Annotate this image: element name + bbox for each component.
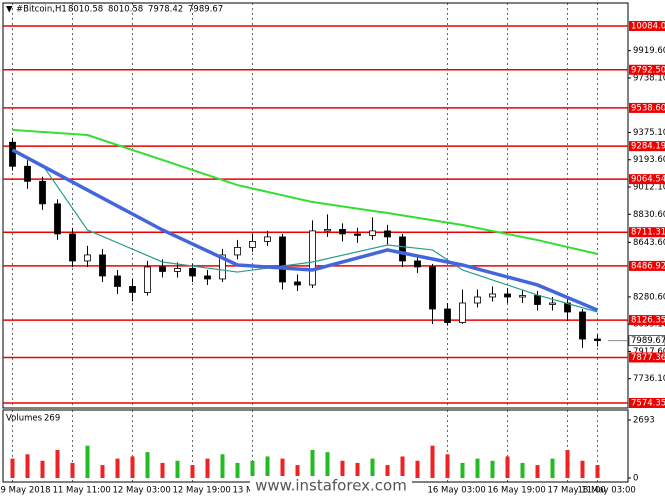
x-tick-label: 12 May 19:00 <box>173 486 231 496</box>
level-label-bg <box>629 260 665 271</box>
level-label: 8486.92 <box>631 261 665 271</box>
y-tick-label: 8280.60 <box>633 292 665 302</box>
candle-body <box>144 266 151 293</box>
x-tick-label: 16 May 19:00 <box>488 486 546 496</box>
level-label: 7877.36 <box>631 353 665 363</box>
candle-body <box>504 293 511 298</box>
candle-body <box>249 241 256 248</box>
moving-average <box>12 128 598 255</box>
candle-body <box>324 228 331 232</box>
candle-body <box>339 228 346 235</box>
moving-average <box>11 148 599 312</box>
price-panel <box>2 2 629 409</box>
candle-body <box>84 254 91 262</box>
candle-body <box>234 247 241 256</box>
x-tick-label: 12 May 03:00 <box>113 486 171 496</box>
level-label: 9284.19 <box>631 142 665 152</box>
candle-body <box>369 230 376 236</box>
last-price-bg <box>628 335 665 346</box>
candle-body <box>399 236 406 262</box>
candle-body <box>474 296 481 304</box>
level-label: 8126.35 <box>631 316 665 326</box>
level-label: 7574.35 <box>631 398 665 408</box>
y-tick-label: 9012.10 <box>633 183 665 193</box>
moving-average <box>12 149 598 313</box>
candle-body <box>24 165 31 182</box>
quote-value: 8010.58 <box>68 5 103 15</box>
quote-value: 7978.42 <box>148 5 183 15</box>
level-label: 9792.50 <box>631 65 665 75</box>
x-tick-label: 11 May 11:00 <box>53 486 111 496</box>
level-label-bg <box>629 352 665 363</box>
candle-body <box>294 281 301 286</box>
level-label: 10084.01 <box>631 21 665 31</box>
candle-body <box>189 268 196 277</box>
candle-body <box>534 295 541 305</box>
candle-body <box>414 260 421 268</box>
candle-body <box>579 311 586 340</box>
chart-title: #Bitcoin,H1 <box>16 5 67 15</box>
volume-tick-label: 0 <box>633 474 638 484</box>
candle-body <box>114 275 121 287</box>
volume-last: 269 <box>44 414 60 424</box>
level-label: 8711.31 <box>631 228 665 238</box>
candle-body <box>459 302 466 323</box>
candle-body <box>54 203 61 235</box>
y-tick-label: 9919.60 <box>633 46 665 56</box>
x-tick-label: 16 May 03:00 <box>428 486 486 496</box>
level-label-bg <box>629 141 665 152</box>
level-label-bg <box>629 20 665 31</box>
level-label-bg <box>629 397 665 408</box>
y-tick-label: 9193.60 <box>633 155 665 165</box>
candle-body <box>519 295 526 298</box>
y-tick-label: 8830.60 <box>633 210 665 220</box>
candle-body <box>384 230 391 238</box>
level-label: 9064.54 <box>631 175 665 185</box>
candle-body <box>204 275 211 280</box>
level-label: 9538.60 <box>631 103 665 113</box>
candle-body <box>99 254 106 277</box>
candle-body <box>354 233 361 236</box>
candle-body <box>594 338 601 341</box>
level-label-bg <box>629 227 665 238</box>
y-tick-label: 8643.60 <box>633 238 665 248</box>
candle-body <box>174 268 181 272</box>
candle-body <box>219 254 226 280</box>
candle-body <box>279 236 286 283</box>
candle-body <box>69 233 76 262</box>
candle-body <box>39 180 46 205</box>
x-tick-label: 9 May 2018 <box>1 486 51 496</box>
candle-body <box>264 236 271 242</box>
symbol-arrow: ▼ <box>6 5 13 15</box>
x-tick-label: 17 May 11:00 <box>548 486 606 496</box>
candle-body <box>309 230 316 286</box>
y-tick-label: 7917.60 <box>633 347 665 357</box>
quote-value: 8010.58 <box>108 5 143 15</box>
watermark-bg <box>250 476 412 496</box>
candle-body <box>429 266 436 310</box>
volume-tick-label: 2693 <box>633 416 655 426</box>
level-label-bg <box>629 174 665 185</box>
x-tick-label: 18 May 03:00 <box>578 486 636 496</box>
candle-body <box>489 293 496 298</box>
quote-value: 7989.67 <box>188 5 223 15</box>
watermark: www.instaforex.com <box>255 477 407 495</box>
candle-body <box>9 141 16 167</box>
candle-body <box>549 302 556 305</box>
candle-body <box>444 308 451 323</box>
level-label-bg <box>629 102 665 113</box>
plot: 9 May 2018 11 May 11:00 12 May 03:00 12 May… <box>1 3 665 496</box>
candle-body <box>159 266 166 272</box>
candle-body <box>129 286 136 293</box>
last-price-label: 7989.67 <box>631 336 665 346</box>
level-label-bg <box>629 64 665 75</box>
level-label-bg <box>629 315 665 326</box>
y-tick-label: 9738.10 <box>633 73 665 83</box>
y-tick-label: 7736.10 <box>633 374 665 384</box>
y-tick-label: 9375.10 <box>633 128 665 138</box>
volume-label: Volumes <box>6 414 43 424</box>
